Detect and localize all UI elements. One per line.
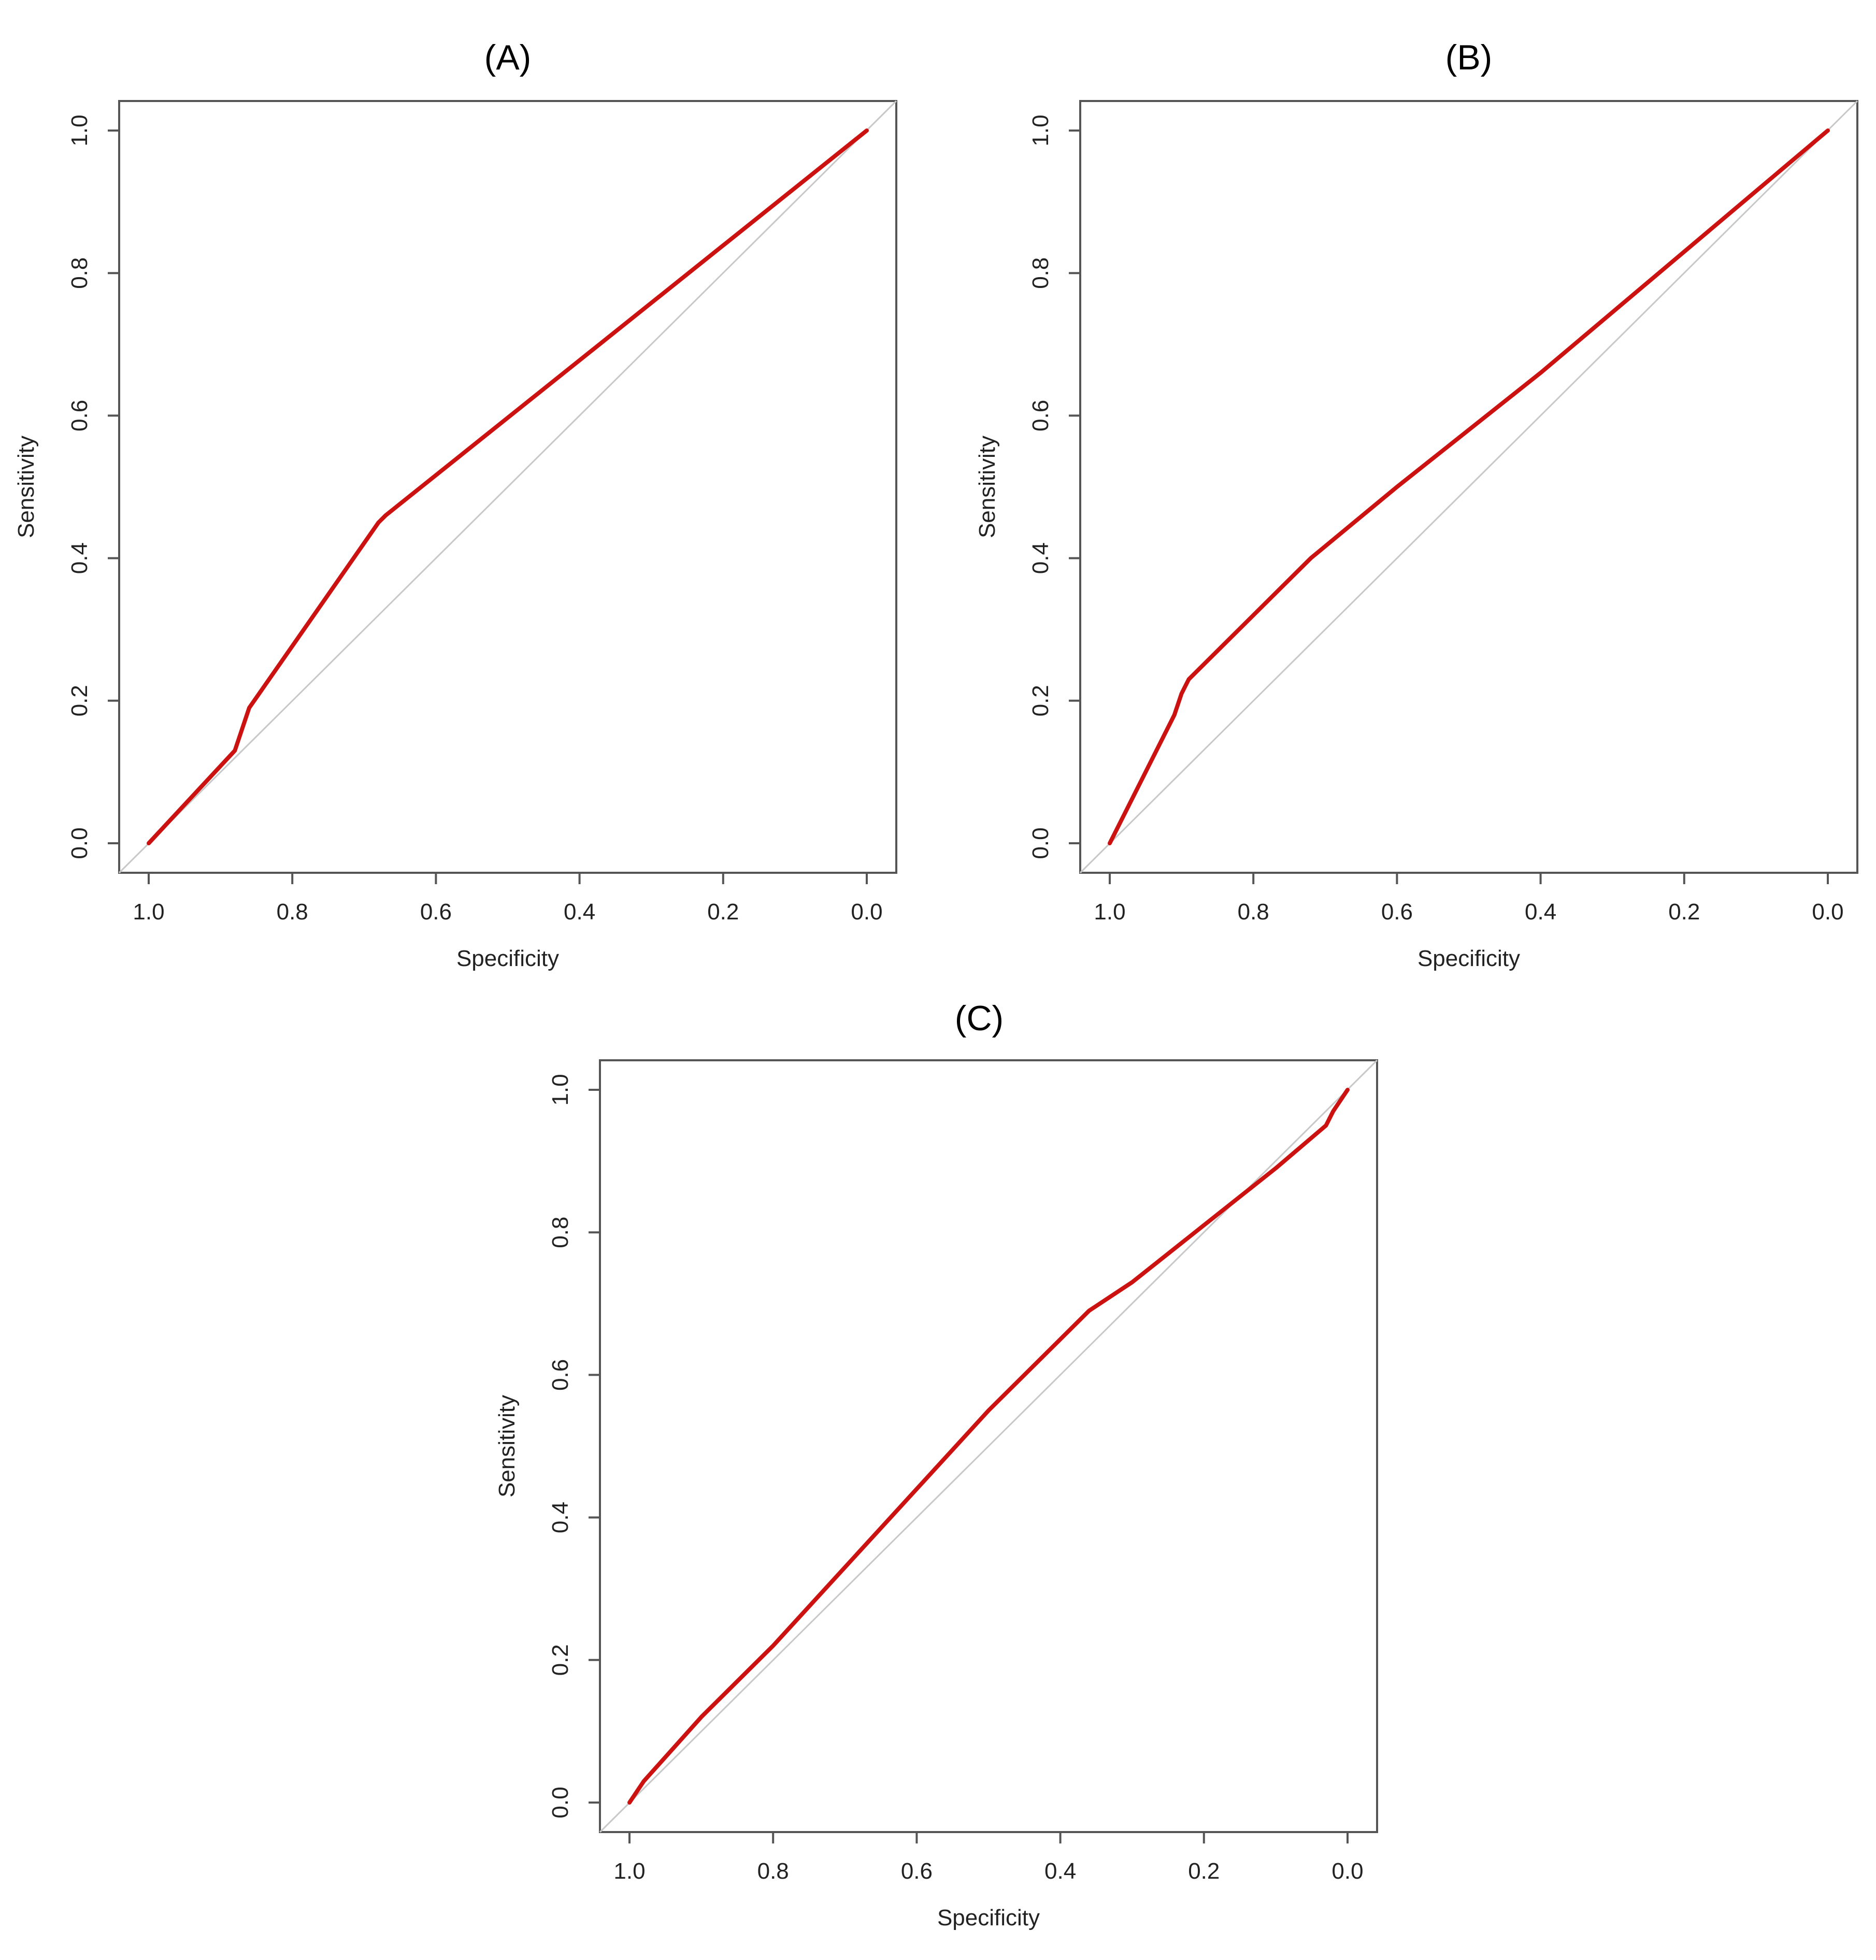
y-tick-label: 0.0: [1028, 827, 1053, 859]
x-tick-label: 0.4: [564, 899, 595, 925]
roc-panel-c: (C) 1.0 0.8 0.6 0.4 0.2 0.0 0.0 0.2 0.4 0.6 0.8 1.0 S…: [494, 999, 1378, 1930]
reference-diagonal: [118, 100, 897, 874]
plot-frame: [599, 1059, 1378, 1833]
panel-title: (C): [955, 999, 1004, 1038]
panel-title: (B): [1445, 38, 1493, 77]
plot-frame: [118, 100, 897, 874]
plot-frame: [1079, 100, 1858, 874]
y-tick-label: 1.0: [1028, 114, 1053, 146]
y-tick-label: 0.0: [67, 827, 92, 859]
panel-title: (A): [484, 38, 532, 77]
x-tick-label: 0.4: [1044, 1858, 1076, 1884]
x-tick-label: 0.6: [901, 1858, 933, 1884]
y-tick-label: 0.4: [67, 542, 92, 574]
y-tick-label: 0.6: [548, 1359, 573, 1391]
y-tick-label: 0.8: [548, 1217, 573, 1248]
x-tick-label: 0.8: [757, 1858, 789, 1884]
roc-curve: [1108, 128, 1830, 845]
x-tick-label: 0.2: [1188, 1858, 1220, 1884]
y-axis-title: Sensitivity: [494, 1395, 520, 1497]
roc-curve: [147, 128, 869, 845]
x-axis-title: Specificity: [937, 1905, 1040, 1930]
y-tick-label: 0.6: [1028, 400, 1053, 431]
y-tick-label: 0.4: [548, 1502, 573, 1533]
x-tick-label: 0.0: [851, 899, 882, 925]
y-tick-label: 0.2: [1028, 685, 1053, 716]
roc-curve: [627, 1088, 1350, 1805]
x-tick-label: 0.2: [1668, 899, 1700, 925]
x-tick-label: 0.8: [277, 899, 308, 925]
x-tick-label: 0.8: [1238, 899, 1269, 925]
y-tick-label: 0.2: [548, 1644, 573, 1676]
x-tick-label: 0.0: [1812, 899, 1843, 925]
x-tick-label: 1.0: [613, 1858, 645, 1884]
y-tick-label: 0.6: [67, 400, 92, 431]
y-tick-label: 0.8: [67, 257, 92, 289]
x-tick-label: 0.0: [1331, 1858, 1363, 1884]
y-tick-label: 0.2: [67, 685, 92, 716]
x-tick-label: 0.6: [420, 899, 452, 925]
x-tick-label: 0.6: [1381, 899, 1413, 925]
roc-panel-a: (A) 1.0 0.8 0.6 0.4 0.2 0.0 0.0 0.2 0.4 0.6 0.8 1.0 S…: [13, 38, 897, 971]
reference-diagonal: [599, 1059, 1378, 1833]
y-tick-label: 0.4: [1028, 542, 1053, 574]
x-axis-title: Specificity: [1417, 946, 1520, 971]
y-tick-label: 1.0: [67, 114, 92, 146]
roc-panel-b: (B) 1.0 0.8 0.6 0.4 0.2 0.0 0.0 0.2 0.4 0.6 0.8 1.0 S…: [975, 38, 1858, 971]
y-tick-label: 1.0: [548, 1074, 573, 1105]
x-tick-label: 0.2: [707, 899, 739, 925]
x-tick-label: 0.4: [1525, 899, 1556, 925]
y-tick-label: 0.0: [548, 1786, 573, 1818]
y-tick-label: 0.8: [1028, 257, 1053, 289]
y-axis-title: Sensitivity: [975, 436, 1000, 538]
x-tick-label: 1.0: [1094, 899, 1125, 925]
reference-diagonal: [1079, 100, 1858, 874]
x-axis-title: Specificity: [456, 946, 559, 971]
y-axis-title: Sensitivity: [13, 436, 39, 538]
x-tick-label: 1.0: [133, 899, 164, 925]
